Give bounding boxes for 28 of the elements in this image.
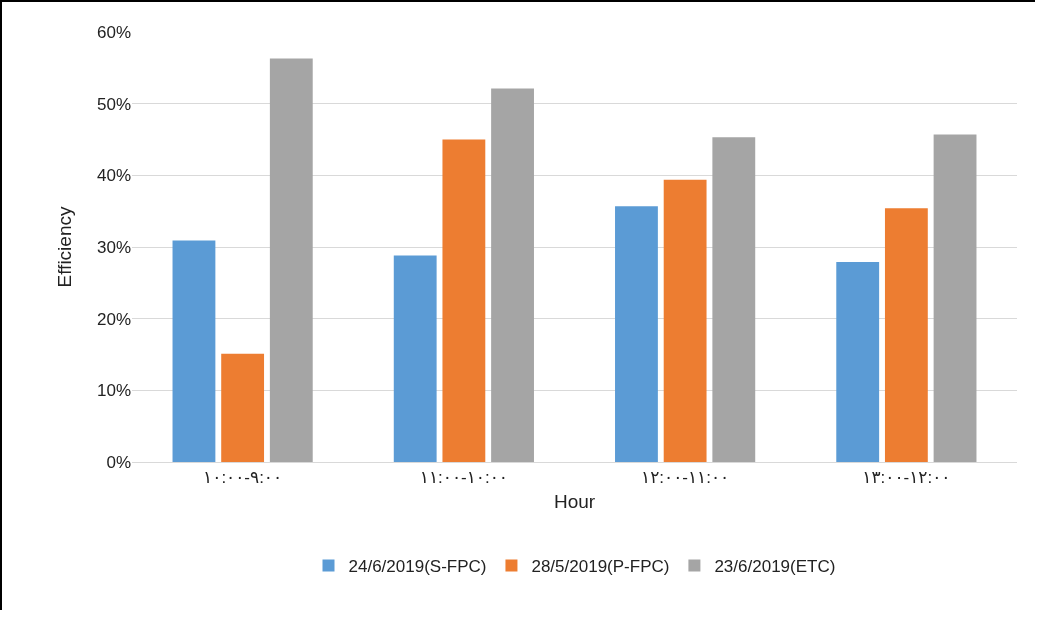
legend-label: 23/6/2019(ETC) xyxy=(714,557,836,577)
bar xyxy=(933,134,977,462)
bar xyxy=(172,240,216,462)
bar xyxy=(269,58,313,462)
bar xyxy=(491,88,534,462)
y-tick-label: 10% xyxy=(96,381,131,401)
x-tick-label: ١٠:٠٠-١١:٠٠ xyxy=(419,468,508,488)
y-axis-title: Efficiency xyxy=(53,206,75,288)
y-tick-label: 0% xyxy=(106,452,131,472)
y-tick-label: 50% xyxy=(96,94,131,114)
x-tick-label: ١١:٠٠-١٢:٠٠ xyxy=(641,468,730,488)
y-tick-label: 20% xyxy=(96,309,131,329)
bar xyxy=(615,206,658,462)
x-tick-label: ٩:٠٠-١٠:٠٠ xyxy=(203,468,283,488)
y-tick-label: 30% xyxy=(96,237,131,257)
bar xyxy=(663,179,707,462)
y-tick-label: 40% xyxy=(96,166,131,186)
legend-label: 24/6/2019(S-FPC) xyxy=(348,557,487,577)
bar xyxy=(712,137,756,462)
bar xyxy=(393,255,437,462)
y-tick-label: 60% xyxy=(96,22,131,42)
bar xyxy=(884,208,928,462)
x-tick-label: ١٢:٠٠-١٣:٠٠ xyxy=(862,468,951,488)
legend-label: 28/5/2019(P-FPC) xyxy=(531,557,670,577)
bar xyxy=(221,353,265,462)
bar xyxy=(836,262,880,462)
bar xyxy=(442,139,486,462)
x-axis-title: Hour xyxy=(553,491,596,513)
